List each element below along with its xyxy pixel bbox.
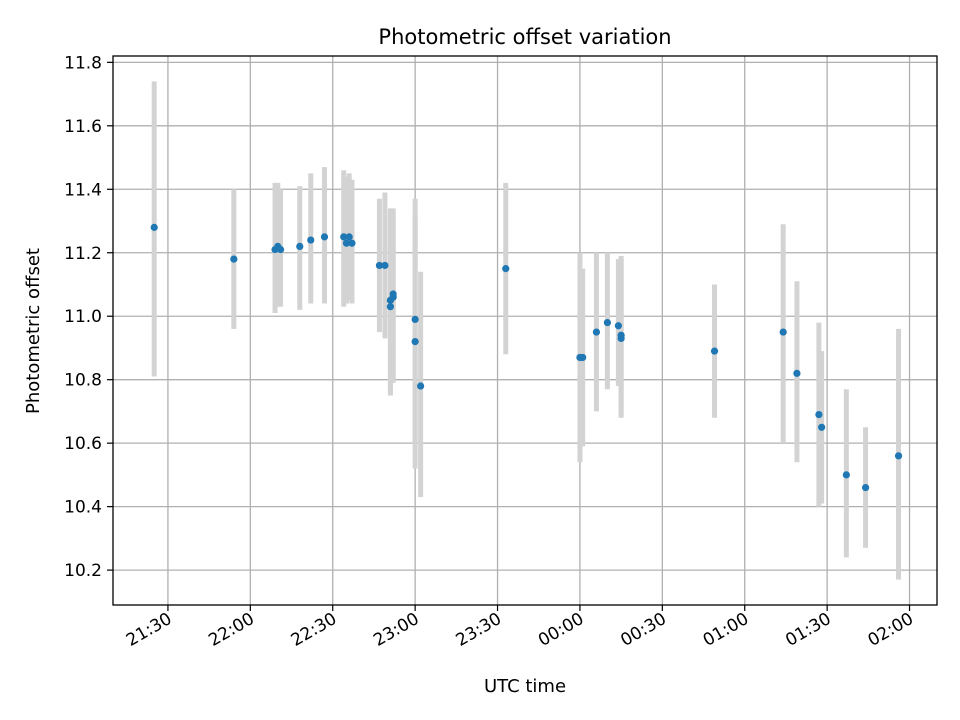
chart-title: Photometric offset variation (378, 25, 671, 49)
data-point (389, 290, 397, 298)
grid (113, 56, 937, 605)
data-point (779, 328, 787, 336)
data-point (381, 261, 389, 270)
y-tick-label: 11.2 (64, 244, 102, 264)
y-tick-label: 11.0 (64, 307, 102, 327)
y-tick-label: 10.2 (64, 561, 102, 581)
data-point (502, 265, 510, 273)
data-point (894, 452, 903, 460)
data-point (710, 347, 719, 355)
data-point (386, 303, 395, 311)
data-point (603, 318, 612, 327)
data-point (150, 223, 158, 231)
data-point (345, 233, 353, 241)
data-point (320, 233, 329, 241)
data-point (815, 410, 823, 419)
y-axis-label: Photometric offset (23, 248, 44, 414)
data-point (276, 245, 285, 254)
plot-frame (112, 55, 938, 606)
y-tick-label: 10.8 (64, 371, 102, 391)
y-tick-label: 11.6 (64, 117, 102, 137)
data-point (411, 338, 419, 346)
data-point (375, 261, 384, 270)
data-point (307, 236, 315, 244)
y-tick-label: 10.6 (64, 434, 102, 454)
data-point (793, 369, 801, 377)
data-point (614, 322, 622, 330)
data-point (592, 328, 601, 336)
data-point (842, 471, 850, 479)
y-tick-label: 11.4 (64, 180, 102, 200)
data-point (411, 315, 419, 323)
data-point (296, 242, 304, 251)
data-point (230, 255, 238, 263)
data-point (342, 239, 351, 247)
data-points (150, 223, 903, 492)
y-axis: 10.2 10.4 10.6 10.8 11.0 11.2 11.4 11.6 11.8 (64, 53, 113, 581)
data-point (818, 423, 826, 431)
data-point (417, 382, 425, 390)
data-point (579, 353, 587, 362)
data-point (348, 239, 356, 247)
data-point (861, 483, 870, 492)
data-point (340, 233, 348, 241)
y-tick-label: 10.4 (64, 498, 102, 518)
x-axis-label: UTC time (484, 676, 566, 697)
data-point (617, 334, 625, 343)
y-tick-label: 11.8 (64, 53, 102, 73)
